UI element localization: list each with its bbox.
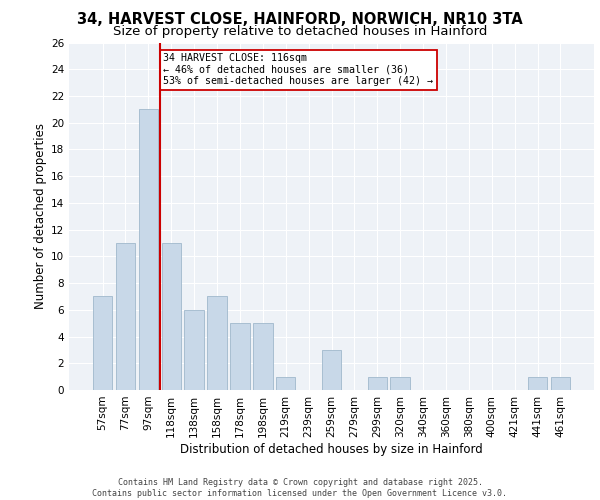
Text: 34, HARVEST CLOSE, HAINFORD, NORWICH, NR10 3TA: 34, HARVEST CLOSE, HAINFORD, NORWICH, NR… (77, 12, 523, 28)
Text: Size of property relative to detached houses in Hainford: Size of property relative to detached ho… (113, 25, 487, 38)
Bar (208, 296, 227, 390)
Y-axis label: Number of detached properties: Number of detached properties (34, 123, 47, 309)
Bar (322, 350, 341, 390)
Bar (139, 110, 158, 390)
Bar (368, 376, 387, 390)
Bar (276, 376, 295, 390)
Bar (528, 376, 547, 390)
Bar (93, 296, 112, 390)
Bar (253, 323, 272, 390)
Text: Contains HM Land Registry data © Crown copyright and database right 2025.
Contai: Contains HM Land Registry data © Crown c… (92, 478, 508, 498)
X-axis label: Distribution of detached houses by size in Hainford: Distribution of detached houses by size … (180, 442, 483, 456)
Bar (161, 243, 181, 390)
Bar (391, 376, 410, 390)
Bar (551, 376, 570, 390)
Text: 34 HARVEST CLOSE: 116sqm
← 46% of detached houses are smaller (36)
53% of semi-d: 34 HARVEST CLOSE: 116sqm ← 46% of detach… (163, 53, 433, 86)
Bar (116, 243, 135, 390)
Bar (184, 310, 204, 390)
Bar (230, 323, 250, 390)
